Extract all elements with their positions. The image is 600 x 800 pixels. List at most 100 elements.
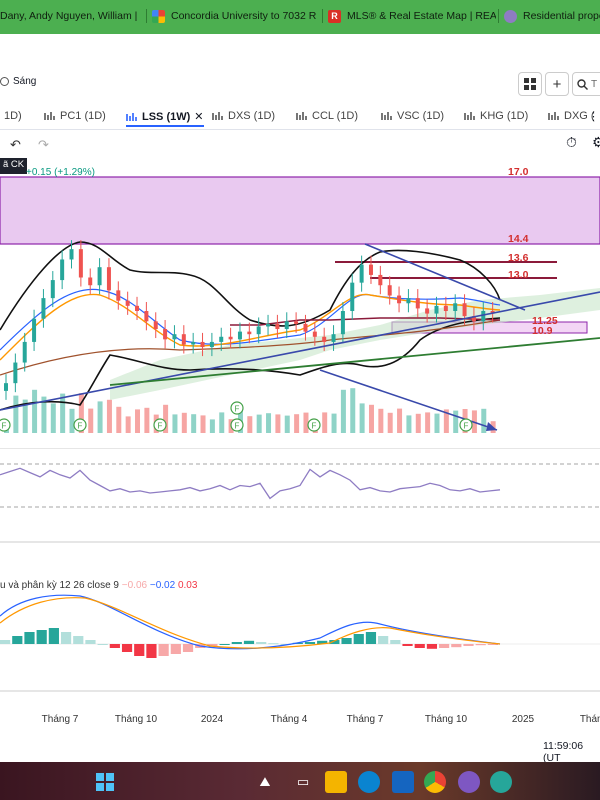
volume-bar bbox=[32, 389, 38, 433]
dividend-marker bbox=[459, 418, 473, 432]
volume-bar bbox=[219, 412, 225, 433]
chrome-icon[interactable] bbox=[424, 771, 446, 793]
dividend-marker bbox=[0, 418, 11, 432]
tab-symbol[interactable]: DXS (1D) bbox=[212, 110, 275, 122]
windows-start-icon[interactable] bbox=[94, 771, 116, 793]
task-view-icon[interactable]: ▭ bbox=[296, 774, 310, 789]
level-label: 14.4 bbox=[508, 233, 529, 245]
volume-bar bbox=[135, 409, 141, 433]
time-axis: Tháng 7 Tháng 10 2024 Tháng 4 Tháng 7 Th… bbox=[0, 708, 600, 728]
layout-button[interactable] bbox=[518, 72, 542, 96]
app-icon[interactable] bbox=[490, 771, 512, 793]
more-icon[interactable]: ⋮ bbox=[588, 111, 599, 123]
widgets-icon[interactable]: ⛰ bbox=[259, 774, 271, 789]
volume-bar bbox=[125, 416, 131, 433]
browser-tab-3[interactable]: R MLS® & Real Estate Map | REA ✕ bbox=[328, 3, 496, 29]
macd-bar bbox=[341, 638, 352, 644]
browser-tab-1[interactable]: Dany, Andy Nguyen, William | N ✕ bbox=[0, 3, 140, 29]
macd-bar bbox=[231, 642, 242, 644]
edge-icon[interactable] bbox=[358, 771, 380, 793]
macd-bar bbox=[365, 632, 377, 644]
macd-pane[interactable] bbox=[0, 588, 600, 698]
level-label: 13.0 bbox=[508, 269, 529, 281]
candle-body bbox=[406, 298, 411, 304]
bollinger-lower bbox=[0, 317, 501, 411]
alert-icon[interactable]: ⏱ bbox=[566, 134, 577, 150]
chart-toolbar: Sáng + T bbox=[0, 68, 600, 100]
candle-body bbox=[275, 323, 280, 330]
level-label: 17.0 bbox=[508, 166, 529, 178]
tab-symbol-active[interactable]: LSS (1W) ✕ bbox=[126, 110, 204, 127]
candle-body bbox=[237, 331, 242, 340]
tab-symbol[interactable]: KHG (1D) bbox=[464, 110, 528, 122]
rsi-pane[interactable] bbox=[0, 448, 600, 548]
browser-tab-title: Residential property bbox=[523, 10, 600, 22]
macd-bar bbox=[463, 644, 474, 646]
chart-icon bbox=[464, 112, 475, 120]
macd-bar bbox=[304, 642, 316, 644]
file-explorer-icon[interactable] bbox=[325, 771, 347, 793]
realtor-icon: R bbox=[328, 9, 341, 23]
candle-body bbox=[294, 321, 299, 324]
volume-bar bbox=[284, 415, 290, 433]
price-chart[interactable]: F F F F F FF bbox=[0, 160, 600, 440]
macd-bar bbox=[85, 640, 96, 644]
time-label: Tháng 7 bbox=[346, 714, 384, 725]
volume-bar bbox=[209, 419, 215, 433]
candle-body bbox=[247, 331, 252, 335]
candle-body bbox=[303, 323, 308, 332]
browser-tab-4[interactable]: Residential property bbox=[504, 3, 600, 29]
store-icon[interactable] bbox=[392, 771, 414, 793]
search-input[interactable]: T bbox=[572, 72, 600, 96]
arrow-head bbox=[486, 422, 497, 431]
macd-bar bbox=[390, 640, 401, 644]
macd-bar bbox=[378, 636, 389, 644]
tab-symbol[interactable]: PC1 (1D) bbox=[44, 110, 106, 122]
tab-symbol[interactable]: CCL (1D) bbox=[296, 110, 358, 122]
macd-bar bbox=[475, 644, 486, 646]
candle-body bbox=[125, 300, 130, 306]
dividend-marker bbox=[307, 418, 321, 432]
candlesticks bbox=[4, 240, 495, 400]
candle-body bbox=[397, 295, 402, 304]
theme-toggle[interactable]: Sáng bbox=[0, 76, 36, 87]
candle-body bbox=[340, 311, 345, 335]
symbol-tabs: 1D) PC1 (1D) LSS (1W) ✕ DXS (1D) CCL (1D)… bbox=[0, 108, 600, 130]
macd-bar bbox=[48, 628, 59, 644]
settings-icon[interactable]: ⚙ bbox=[592, 134, 600, 150]
resistance-zone bbox=[0, 176, 600, 245]
volume-bar bbox=[453, 410, 459, 433]
volume-bar bbox=[50, 403, 56, 433]
time-label: Tháng 4 bbox=[270, 714, 308, 725]
macd-bar bbox=[12, 636, 23, 644]
tab-symbol[interactable]: DXG ( bbox=[548, 110, 595, 122]
dividend-marker bbox=[230, 401, 244, 415]
price-change: +0.15 (+1.29%) bbox=[26, 167, 95, 178]
close-icon[interactable]: ✕ bbox=[194, 111, 204, 123]
candle-body bbox=[443, 305, 448, 311]
tab-symbol[interactable]: 1D) bbox=[4, 110, 22, 122]
time-label: Tháng 10 bbox=[114, 714, 158, 725]
messenger-icon[interactable] bbox=[458, 771, 480, 793]
dividend-marker-label: F bbox=[2, 422, 7, 431]
candle-body bbox=[97, 267, 102, 286]
macd-histogram bbox=[0, 628, 498, 658]
candle-body bbox=[219, 336, 224, 342]
plus-icon: + bbox=[552, 75, 562, 93]
redo-icon[interactable]: ↷ bbox=[38, 137, 49, 152]
macd-bar bbox=[60, 632, 72, 644]
volume-bar bbox=[434, 413, 440, 433]
browser-tab-2[interactable]: Concordia University to 7032 R ✕ bbox=[152, 3, 320, 29]
candle-body bbox=[153, 321, 158, 330]
signal-line bbox=[0, 597, 501, 649]
volume-bar bbox=[256, 414, 262, 433]
undo-icon[interactable]: ↶ bbox=[10, 137, 21, 152]
add-button[interactable]: + bbox=[545, 72, 569, 96]
chart-icon bbox=[44, 112, 55, 120]
ma-blue bbox=[0, 288, 501, 351]
browser-tab-strip: Dany, Andy Nguyen, William | N ✕ Concord… bbox=[0, 0, 600, 34]
candle-body bbox=[200, 341, 205, 348]
candle-body bbox=[434, 305, 439, 314]
tab-symbol[interactable]: VSC (1D) bbox=[381, 110, 444, 122]
candle-body bbox=[266, 323, 271, 327]
